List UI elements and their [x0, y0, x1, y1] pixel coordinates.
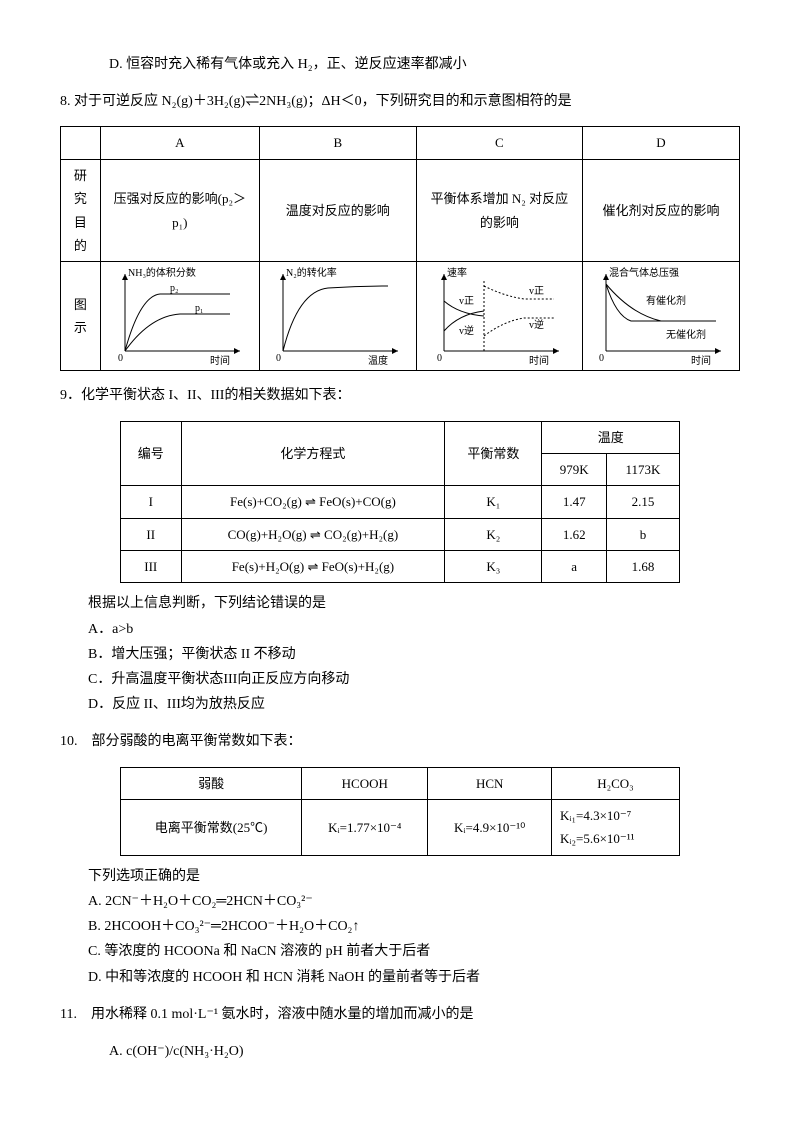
svg-text:时间: 时间 [529, 354, 549, 366]
svg-text:无催化剂: 无催化剂 [666, 328, 706, 341]
graph-b: N₂的转化率 温度 0 [259, 262, 416, 371]
table-row: IICO(g)+H₂O(g) ⇌ CO₂(g)+H₂(g)K₂1.62b [121, 518, 680, 550]
q9-opt-a: A．a>b [88, 617, 740, 642]
graph-label: 图示 [61, 262, 101, 371]
c-t2: 1173K [606, 453, 679, 485]
c-k: 平衡常数 [445, 421, 542, 486]
svg-text:0: 0 [276, 353, 281, 364]
q10-after: 下列选项正确的是 [88, 864, 740, 889]
svg-text:速率: 速率 [447, 266, 467, 279]
r1: Kᵢ=1.77×10⁻⁴ [302, 799, 428, 855]
q7-option-d: D. 恒容时充入稀有气体或充入 H₂，正、逆反应速率都减小 [109, 52, 740, 77]
q9-opt-c: C．升高温度平衡状态III向正反应方向移动 [88, 667, 740, 692]
svg-text:时间: 时间 [210, 354, 230, 366]
q10-opt-b: B. 2HCOOH＋CO₃²⁻═2HCOO⁻＋H₂O＋CO₂↑ [88, 914, 740, 939]
graph-a: p₂ p₁ NH₃的体积分数 时间 0 [100, 262, 259, 371]
purpose-a: 压强对反应的影响(p₂＞p₁) [100, 159, 259, 262]
q10-opt-a: A. 2CN⁻＋H₂O＋CO₂═2HCN＋CO₃²⁻ [88, 889, 740, 914]
table-row: IFe(s)+CO₂(g) ⇌ FeO(s)+CO(g)K₁1.472.15 [121, 486, 680, 518]
svg-text:有催化剂: 有催化剂 [646, 294, 686, 307]
svg-text:0: 0 [437, 353, 442, 364]
h0: 弱酸 [121, 767, 302, 799]
svg-text:NH₃的体积分数: NH₃的体积分数 [128, 266, 196, 279]
r3: Kᵢ₁=4.3×10⁻⁷ Kᵢ₂=5.6×10⁻¹¹ [551, 799, 679, 855]
purpose-c: 平衡体系增加 N₂ 对反应的影响 [416, 159, 582, 262]
q8-stem: 8. 对于可逆反应 N₂(g)＋3H₂(g)⇌2NH₃(g)；ΔH＜0，下列研究… [60, 89, 740, 114]
q9-opt-d: D．反应 II、III均为放热反应 [88, 692, 740, 717]
svg-text:温度: 温度 [368, 354, 388, 366]
svg-text:p₂: p₂ [170, 283, 179, 294]
q9-opt-b: B．增大压强；平衡状态 II 不移动 [88, 642, 740, 667]
q10-opt-c: C. 等浓度的 HCOONa 和 NaCN 溶液的 pH 前者大于后者 [88, 939, 740, 964]
q8-table: A B C D 研究目的 压强对反应的影响(p₂＞p₁) 温度对反应的影响 平衡… [60, 126, 740, 371]
r2: Kᵢ=4.9×10⁻¹⁰ [428, 799, 552, 855]
svg-text:0: 0 [118, 353, 123, 364]
q9-after: 根据以上信息判断，下列结论错误的是 [88, 591, 740, 616]
graph-c: v正 v逆 v正 v逆 速率 时间 0 [416, 262, 582, 371]
q10-opt-d: D. 中和等浓度的 HCOOH 和 HCN 消耗 NaOH 的量前者等于后者 [88, 965, 740, 990]
h3: H₂CO₃ [551, 767, 679, 799]
col-b: B [259, 127, 416, 159]
q11-opt-a: A. c(OH⁻)/c(NH₃·H₂O) [109, 1039, 740, 1064]
r0: 电离平衡常数(25℃) [121, 799, 302, 855]
q11-stem: 11. 用水稀释 0.1 mol·L⁻¹ 氨水时，溶液中随水量的增加而减小的是 [60, 1002, 740, 1027]
graph-d: 有催化剂 无催化剂 混合气体总压强 时间 0 [582, 262, 739, 371]
svg-text:时间: 时间 [691, 354, 711, 366]
svg-text:v正: v正 [529, 286, 544, 297]
col-a: A [100, 127, 259, 159]
purpose-d: 催化剂对反应的影响 [582, 159, 739, 262]
c-num: 编号 [121, 421, 182, 486]
col-c: C [416, 127, 582, 159]
col-d: D [582, 127, 739, 159]
purpose-label: 研究目的 [61, 159, 101, 262]
c-eq: 化学方程式 [181, 421, 445, 486]
q10-table: 弱酸HCOOHHCNH₂CO₃ 电离平衡常数(25℃)Kᵢ=1.77×10⁻⁴K… [120, 767, 680, 856]
svg-text:v逆: v逆 [459, 324, 474, 337]
svg-text:v正: v正 [459, 296, 474, 307]
h1: HCOOH [302, 767, 428, 799]
q10-stem: 10. 部分弱酸的电离平衡常数如下表： [60, 729, 740, 754]
h2: HCN [428, 767, 552, 799]
q9-stem: 9．化学平衡状态 I、II、III的相关数据如下表： [60, 383, 740, 408]
svg-text:混合气体总压强: 混合气体总压强 [609, 266, 679, 279]
table-row: IIIFe(s)+H₂O(g) ⇌ FeO(s)+H₂(g)K₃a1.68 [121, 551, 680, 583]
svg-text:0: 0 [599, 353, 604, 364]
c-t1: 979K [542, 453, 607, 485]
svg-text:p₁: p₁ [195, 303, 204, 314]
svg-text:v逆: v逆 [529, 318, 544, 331]
c-t: 温度 [542, 421, 680, 453]
svg-text:N₂的转化率: N₂的转化率 [286, 266, 337, 279]
purpose-b: 温度对反应的影响 [259, 159, 416, 262]
q9-table: 编号 化学方程式 平衡常数 温度 979K 1173K IFe(s)+CO₂(g… [120, 421, 680, 584]
